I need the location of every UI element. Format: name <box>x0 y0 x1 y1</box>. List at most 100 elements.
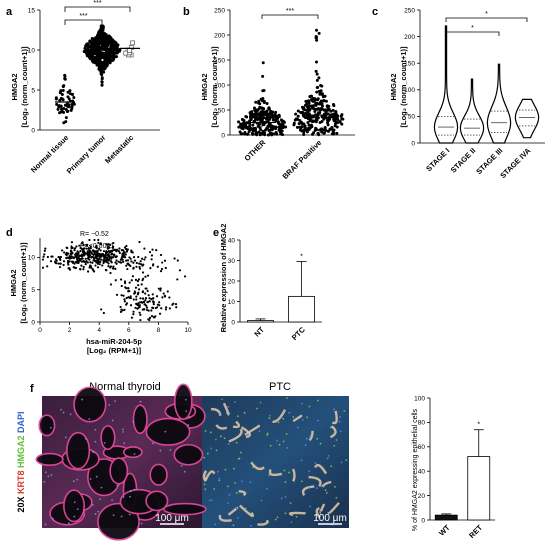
d-point <box>117 250 120 253</box>
b-point <box>258 102 262 106</box>
d-point <box>79 246 82 250</box>
b-y-tick-label: 100 <box>214 82 225 89</box>
nucleus-dot <box>290 521 293 524</box>
a-point <box>109 38 113 42</box>
d-point <box>118 251 121 254</box>
b-point <box>276 116 280 120</box>
follicle-shape <box>173 443 204 466</box>
nucleus-dot <box>289 502 292 504</box>
d-point <box>110 256 113 259</box>
d-point <box>125 259 128 262</box>
d-point <box>136 307 139 310</box>
d-point <box>90 251 93 254</box>
papillary-structure <box>308 430 314 442</box>
nucleus-dot <box>235 492 238 494</box>
b-point <box>260 106 264 110</box>
follicle-shape <box>109 457 129 485</box>
nucleus-dot <box>204 430 207 432</box>
nucleus-dot <box>164 430 167 433</box>
d-point <box>81 255 84 258</box>
d-point <box>67 263 70 266</box>
papillary-structure <box>331 410 338 425</box>
micrograph-right-title: PTC <box>269 381 291 393</box>
nucleus-dot <box>47 475 50 478</box>
a-significance-label: *** <box>79 13 87 20</box>
a-point <box>58 98 62 102</box>
nucleus-dot <box>227 485 229 488</box>
d-point <box>95 255 98 258</box>
a-point <box>64 120 68 124</box>
a-point <box>97 31 101 35</box>
a-point <box>95 55 99 59</box>
d-point <box>98 253 102 256</box>
b-y-tick-label: 200 <box>214 32 225 39</box>
papillary-structure <box>215 424 228 430</box>
a-point <box>127 48 132 53</box>
d-point <box>96 266 100 269</box>
b-significance-bracket <box>261 14 319 19</box>
d-point <box>101 252 104 256</box>
b-x-tick-label: BRAF Positive <box>281 138 324 181</box>
d-point <box>144 296 148 300</box>
b-point <box>302 132 306 136</box>
b-point <box>318 92 322 96</box>
d-point <box>55 259 58 262</box>
b-point <box>258 106 262 110</box>
d-point <box>98 247 101 250</box>
b-point <box>317 133 321 137</box>
d-point <box>70 246 73 250</box>
stain-label: DAPI <box>16 411 26 435</box>
nucleus-dot <box>276 439 278 442</box>
b-point <box>313 109 317 113</box>
nucleus-dot <box>122 428 124 431</box>
a-point <box>99 69 103 73</box>
d-point <box>133 292 136 295</box>
b-point <box>315 72 319 76</box>
d-point <box>62 260 66 263</box>
d-point <box>81 257 84 260</box>
nucleus-dot <box>277 421 280 424</box>
papillary-structure <box>292 414 303 423</box>
b-point <box>262 89 266 93</box>
panel-label-c: c <box>372 6 378 18</box>
nucleus-dot <box>288 471 290 474</box>
d-point <box>75 255 78 259</box>
d-point <box>80 242 84 245</box>
d-point <box>138 262 141 265</box>
d-point <box>158 301 161 304</box>
d-point <box>61 249 64 252</box>
b-point <box>294 117 298 121</box>
nucleus-dot <box>241 431 244 434</box>
nucleus-dot <box>133 453 136 455</box>
f-y-axis-title: % of HMGA2 expressing epithelial cells <box>412 408 419 531</box>
nucleus-dot <box>323 485 325 488</box>
svg-text:HMGA2: HMGA2 <box>389 73 398 100</box>
nucleus-dot <box>304 444 307 447</box>
d-point <box>155 249 158 252</box>
d-point <box>135 302 138 306</box>
a-point <box>61 88 65 92</box>
d-x-tick-label: 0 <box>38 327 42 334</box>
d-point <box>143 258 146 261</box>
b-point <box>261 113 265 117</box>
d-point <box>111 246 114 250</box>
nucleus-dot <box>44 471 47 474</box>
b-point <box>248 111 252 115</box>
b-point <box>318 120 322 124</box>
a-point <box>96 63 100 67</box>
nucleus-dot <box>316 437 319 440</box>
d-point <box>109 283 113 286</box>
a-point <box>100 80 104 84</box>
nucleus-dot <box>308 486 311 489</box>
d-point <box>97 241 100 244</box>
b-point <box>276 120 280 124</box>
nucleus-dot <box>244 507 247 510</box>
b-point <box>254 100 258 104</box>
a-point <box>103 66 107 70</box>
nucleus-dot <box>185 398 187 401</box>
d-x-tick-label: 6 <box>127 327 131 334</box>
d-point <box>91 261 94 264</box>
a-point <box>54 96 58 100</box>
nucleus-dot <box>133 488 136 491</box>
d-x-axis-title: hsa-miR-204-5p <box>86 337 142 346</box>
